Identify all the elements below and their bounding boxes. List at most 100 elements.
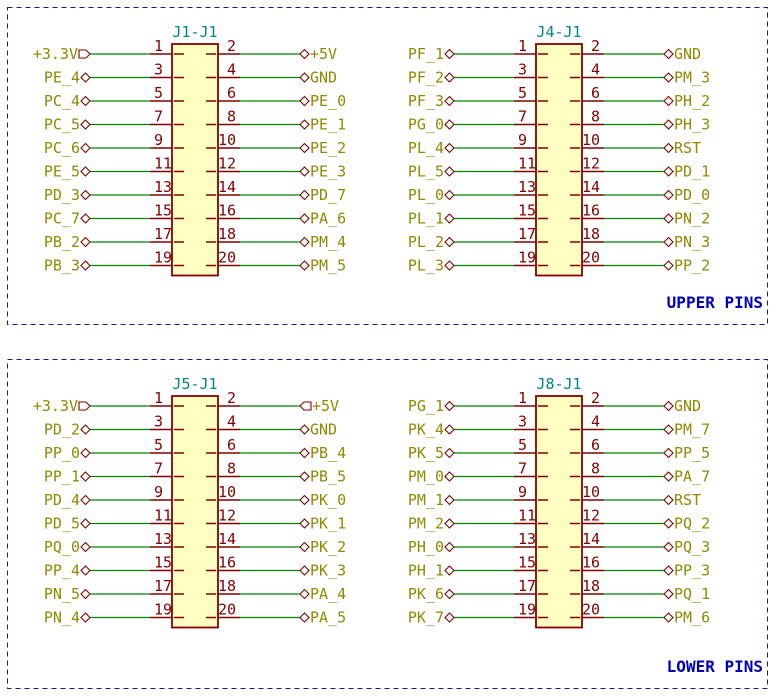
pin-number: 13	[154, 178, 172, 196]
bidirectional-flag-icon	[663, 588, 674, 600]
pin-number: 7	[518, 108, 527, 126]
section-title-lower: LOWER PINS	[667, 657, 763, 676]
bidirectional-flag-icon	[444, 166, 455, 177]
net-label: PB_5	[310, 468, 346, 486]
net-label: PD_7	[310, 186, 346, 204]
connector-body	[535, 395, 583, 629]
pin-number: 8	[591, 460, 600, 478]
bidirectional-flag-icon	[663, 447, 674, 459]
net-label: PM_7	[674, 421, 710, 439]
net-label: PF_2	[408, 69, 444, 87]
bidirectional-flag-icon	[663, 213, 674, 224]
net-label: PE_1	[310, 116, 346, 134]
bidirectional-flag-icon	[299, 588, 310, 600]
bidirectional-flag-icon	[80, 189, 91, 201]
net-label: PH_2	[674, 92, 710, 110]
pin-number: 13	[154, 530, 172, 548]
bidirectional-flag-icon	[299, 565, 310, 576]
pin-number: 2	[591, 37, 600, 55]
net-label: PP_3	[674, 562, 710, 580]
bidirectional-flag-icon	[80, 142, 91, 154]
bidirectional-flag-icon	[663, 72, 674, 83]
net-label: PH_1	[408, 562, 444, 580]
section-lower: LOWER PINS J5-J1 1 +3.3V 2 +5V 3 PD_2 4 GND 5 PP_0…	[7, 359, 768, 689]
net-label: PL_4	[408, 139, 444, 157]
pin-number: 14	[218, 178, 236, 196]
bidirectional-flag-icon	[444, 213, 455, 224]
net-label: GND	[674, 397, 701, 415]
bidirectional-flag-icon	[299, 471, 310, 482]
bidirectional-flag-icon	[444, 541, 455, 553]
net-label: PK_6	[408, 585, 444, 603]
net-label: PF_3	[408, 92, 444, 110]
power-input-flag-icon	[78, 49, 91, 59]
pin-number: 13	[518, 178, 536, 196]
bidirectional-flag-icon	[663, 142, 674, 154]
bidirectional-flag-icon	[663, 236, 674, 248]
net-label: PM_2	[408, 515, 444, 533]
net-label: PA_4	[310, 585, 346, 603]
net-label: PK_1	[310, 515, 346, 533]
pin-number: 12	[582, 155, 600, 173]
pin-number: 17	[154, 225, 172, 243]
net-label: PE_5	[44, 163, 80, 181]
bidirectional-flag-icon	[444, 494, 455, 506]
net-label: PL_5	[408, 163, 444, 181]
bidirectional-flag-icon	[80, 518, 91, 529]
net-label: PA_5	[310, 609, 346, 627]
pin-number: 15	[518, 202, 536, 220]
connector-body	[171, 43, 219, 277]
bidirectional-flag-icon	[299, 494, 310, 506]
net-label: PE_0	[310, 92, 346, 110]
bidirectional-flag-icon	[444, 518, 455, 529]
pin-number: 1	[154, 37, 163, 55]
pin-number: 15	[518, 554, 536, 572]
bidirectional-flag-icon	[663, 260, 674, 271]
bidirectional-flag-icon	[80, 447, 91, 459]
pin-number: 10	[582, 483, 600, 501]
bidirectional-flag-icon	[663, 166, 674, 177]
pin-number: 4	[227, 413, 236, 431]
section-upper: UPPER PINS J1-J1 1 +3.3V 2 +5V 3 PE_4 4 GND 5 PC_4…	[7, 7, 768, 325]
bidirectional-flag-icon	[299, 72, 310, 83]
pin-number: 6	[227, 84, 236, 102]
net-label: PG_0	[408, 116, 444, 134]
bidirectional-flag-icon	[299, 236, 310, 248]
pin-number: 6	[591, 436, 600, 454]
net-label: PK_2	[310, 538, 346, 556]
net-label: PD_0	[674, 186, 710, 204]
bidirectional-flag-icon	[663, 424, 674, 435]
pin-number: 5	[518, 84, 527, 102]
connector-j1: J1-J1 1 +3.3V 2 +5V 3 PE_4 4 GND 5 PC_4 6 PE_0 7 PC_5 8…	[33, 23, 346, 277]
pin-number: 1	[518, 389, 527, 407]
net-label: GND	[310, 69, 337, 87]
power-input-flag-icon	[78, 401, 91, 411]
net-label: PL_2	[408, 233, 444, 251]
pin-number: 19	[518, 601, 536, 619]
pin-number: 17	[518, 577, 536, 595]
bidirectional-flag-icon	[80, 424, 91, 435]
bidirectional-flag-icon	[299, 541, 310, 553]
bidirectional-flag-icon	[444, 400, 455, 412]
connector-reference: J5-J1	[172, 375, 217, 393]
net-label: +5V	[310, 45, 337, 63]
net-label: PC_7	[44, 210, 80, 228]
net-label: PP_0	[44, 444, 80, 462]
pin-number: 5	[518, 436, 527, 454]
bidirectional-flag-icon	[299, 189, 310, 201]
pin-number: 11	[518, 155, 536, 173]
pin-number: 2	[591, 389, 600, 407]
pin-number: 17	[154, 577, 172, 595]
bidirectional-flag-icon	[299, 166, 310, 177]
pin-number: 20	[218, 249, 236, 267]
net-label: PB_3	[44, 257, 80, 275]
pin-number: 11	[154, 155, 172, 173]
net-label: PD_3	[44, 186, 80, 204]
net-label: PN_3	[674, 233, 710, 251]
section-frame-upper	[7, 7, 768, 325]
net-label: PL_0	[408, 186, 444, 204]
net-label: PP_4	[44, 562, 80, 580]
pin-number: 3	[518, 61, 527, 79]
bidirectional-flag-icon	[299, 518, 310, 529]
